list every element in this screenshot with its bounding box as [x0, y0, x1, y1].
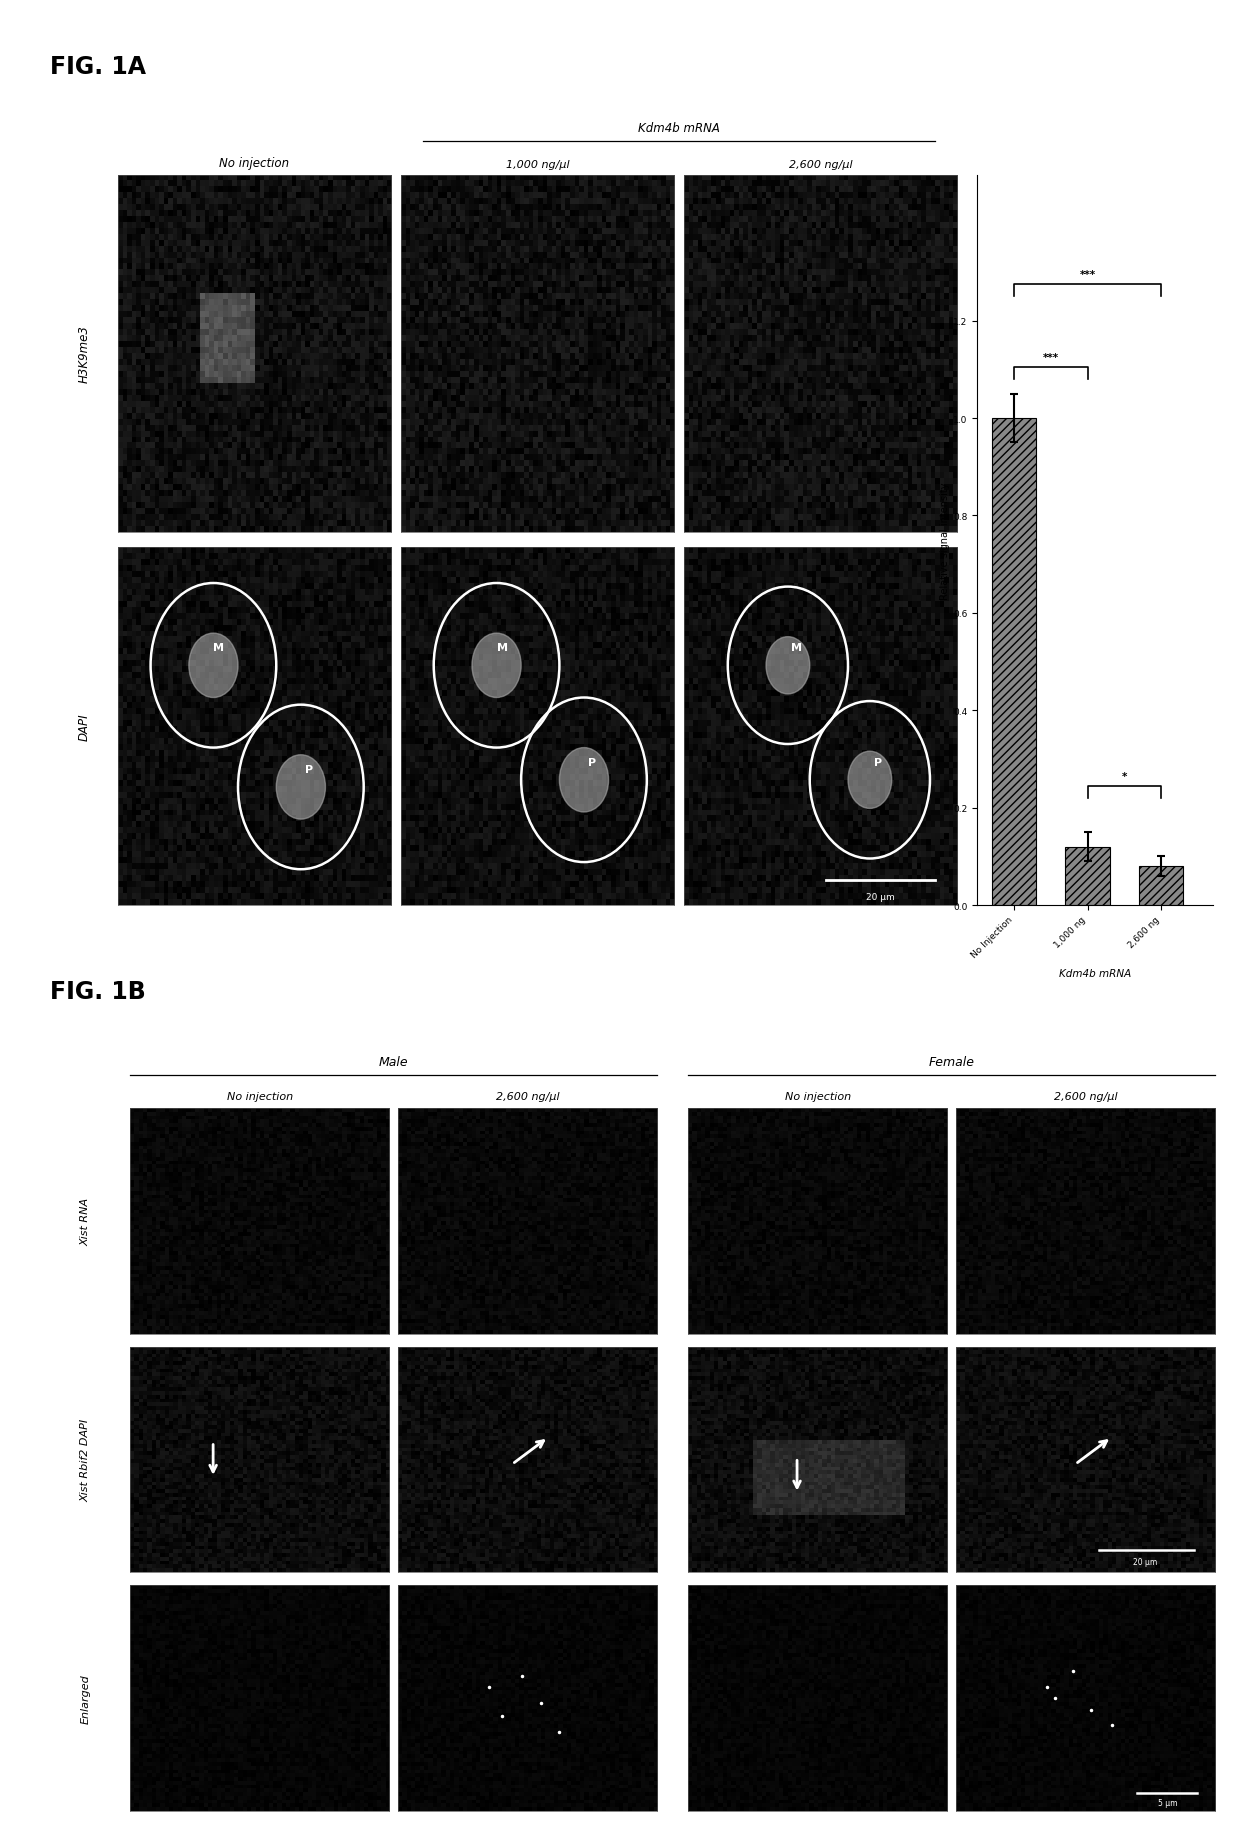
- Text: M: M: [213, 643, 224, 652]
- Circle shape: [472, 634, 521, 699]
- Text: No injection: No injection: [785, 1092, 851, 1101]
- Text: Kdm4b mRNA: Kdm4b mRNA: [639, 122, 720, 135]
- Text: ***: ***: [1043, 353, 1059, 362]
- Circle shape: [848, 752, 892, 809]
- Text: Female: Female: [929, 1055, 975, 1068]
- Bar: [992, 419, 1037, 906]
- Text: Enlarged: Enlarged: [81, 1674, 91, 1722]
- Text: Male: Male: [379, 1055, 408, 1068]
- Text: 2,600 ng/μl: 2,600 ng/μl: [1054, 1092, 1117, 1101]
- Bar: [1065, 846, 1110, 906]
- Text: *: *: [1122, 771, 1127, 782]
- Text: 20 μm: 20 μm: [867, 893, 895, 902]
- Bar: [1140, 867, 1183, 906]
- Text: No injection: No injection: [227, 1092, 293, 1101]
- Text: No injection: No injection: [219, 157, 289, 170]
- Text: DAPI: DAPI: [77, 713, 91, 741]
- Text: P: P: [588, 758, 596, 767]
- Text: ***: ***: [1080, 270, 1096, 281]
- Text: 1,000 ng/μl: 1,000 ng/μl: [506, 161, 569, 170]
- Circle shape: [188, 634, 238, 699]
- Text: 2,600 ng/μl: 2,600 ng/μl: [496, 1092, 559, 1101]
- Text: H3K9me3: H3K9me3: [77, 325, 91, 383]
- Text: FIG. 1A: FIG. 1A: [50, 55, 145, 79]
- X-axis label: Kdm4b mRNA: Kdm4b mRNA: [1059, 968, 1131, 978]
- Text: Xist Rbif2 DAPI: Xist Rbif2 DAPI: [81, 1419, 91, 1501]
- Text: P: P: [305, 765, 314, 774]
- Text: FIG. 1B: FIG. 1B: [50, 979, 145, 1003]
- Circle shape: [559, 748, 609, 813]
- Y-axis label: Relative signal intensity: Relative signal intensity: [940, 482, 950, 599]
- Circle shape: [766, 638, 810, 695]
- Text: 2,600 ng/μl: 2,600 ng/μl: [789, 161, 852, 170]
- Text: 20 μm: 20 μm: [1133, 1556, 1157, 1565]
- Text: P: P: [874, 758, 882, 767]
- Circle shape: [277, 756, 325, 821]
- Text: 5 μm: 5 μm: [1157, 1798, 1177, 1807]
- Text: Xist RNA: Xist RNA: [81, 1198, 91, 1246]
- Text: M: M: [496, 643, 507, 652]
- Text: M: M: [791, 643, 801, 652]
